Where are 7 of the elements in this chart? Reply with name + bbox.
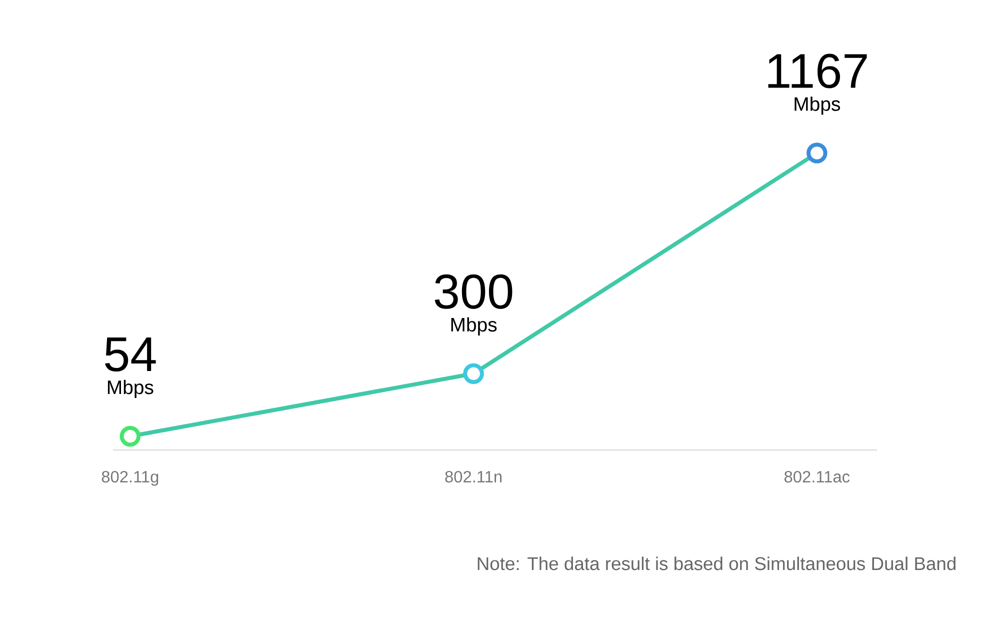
data-label: 54 Mbps (105, 338, 156, 398)
text: Note: The data result is based on Simultaneous Dual Band (478, 556, 956, 570)
x-tick-label: 802.11ac (784, 470, 850, 483)
data-label: 1167 Mbps (768, 54, 867, 115)
x-tick-label: 802.11g (102, 470, 158, 486)
x-tick-label: 802.11n (445, 470, 502, 483)
data-label: 300 Mbps (434, 274, 512, 336)
